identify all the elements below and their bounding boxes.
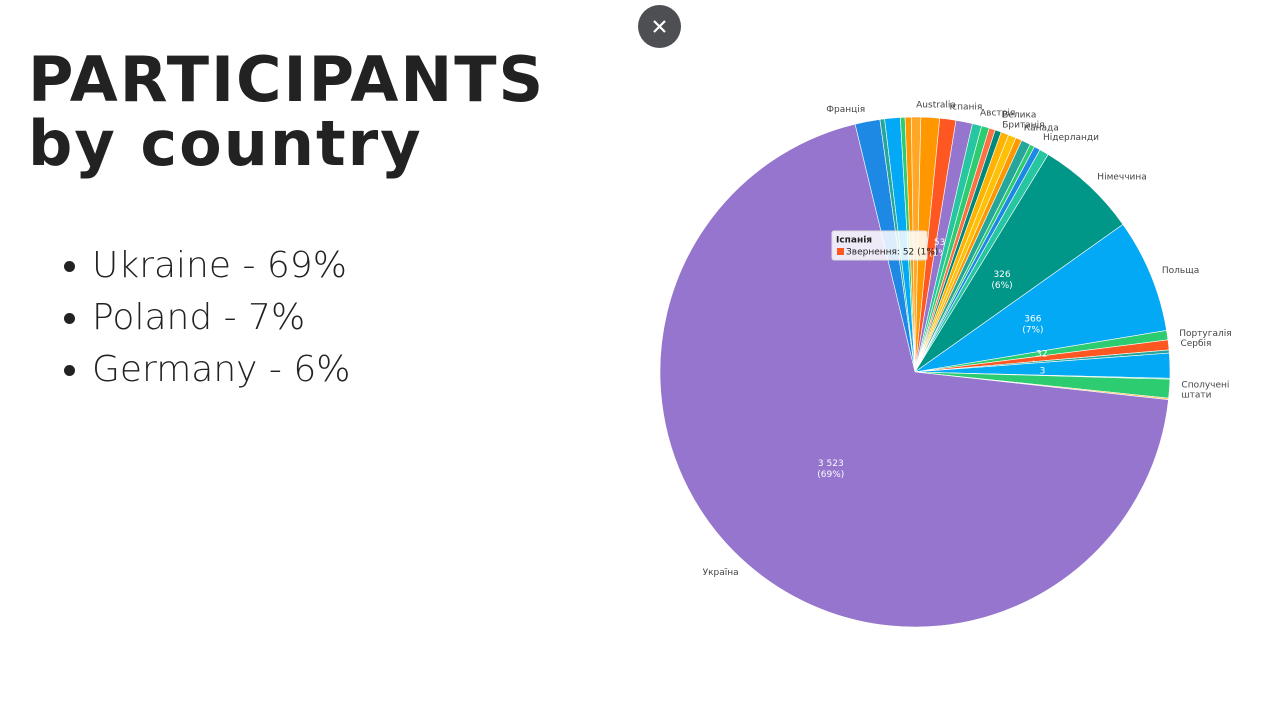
slice-label: Сполучені штати bbox=[1181, 380, 1229, 400]
tooltip-box bbox=[831, 230, 928, 261]
value-label: 366 (7%) bbox=[1022, 314, 1043, 335]
slice-label: Польща bbox=[1162, 266, 1199, 276]
slice-label: Нідерланди bbox=[1043, 133, 1099, 143]
bullet-list: Ukraine - 69% Poland - 7% Germany - 6% bbox=[58, 240, 350, 396]
slice-label: Australia bbox=[916, 101, 956, 111]
tooltip-swatch bbox=[837, 248, 844, 255]
value-label: 53 (1%) bbox=[929, 237, 950, 258]
title-line: by country bbox=[28, 107, 423, 180]
slice-label: Португалія bbox=[1179, 329, 1231, 339]
slice-label: Сербія bbox=[1180, 339, 1211, 349]
pie-slice bbox=[914, 223, 1167, 373]
bullet: Germany - 6% bbox=[92, 344, 350, 396]
slice-label: Іспанія bbox=[949, 103, 982, 113]
slice-label: Канада bbox=[1024, 124, 1059, 134]
slice-label: Австрія bbox=[980, 109, 1015, 119]
slice-label: Велика Британія bbox=[1002, 110, 1044, 130]
slice-label: Україна bbox=[703, 568, 739, 578]
bullet: Ukraine - 69% bbox=[92, 240, 350, 292]
slide-title: PARTICIPANTS by country bbox=[28, 48, 545, 176]
value-label: 326 (6%) bbox=[991, 269, 1012, 290]
close-button[interactable] bbox=[638, 5, 681, 48]
slice-label: Німеччина bbox=[1097, 172, 1146, 182]
tooltip-title: Іспанія bbox=[836, 235, 872, 246]
slice-label: Франція bbox=[826, 105, 865, 115]
tooltip: Іспанія Звернення: 52 (1%) bbox=[831, 230, 938, 261]
value-label: 3 523 (69%) bbox=[817, 458, 844, 479]
tooltip-text: Звернення: 52 (1%) bbox=[846, 248, 938, 258]
title-line: PARTICIPANTS bbox=[28, 43, 546, 116]
pie-slice bbox=[659, 123, 1169, 628]
close-icon bbox=[653, 20, 666, 33]
bullet: Poland - 7% bbox=[92, 292, 350, 344]
